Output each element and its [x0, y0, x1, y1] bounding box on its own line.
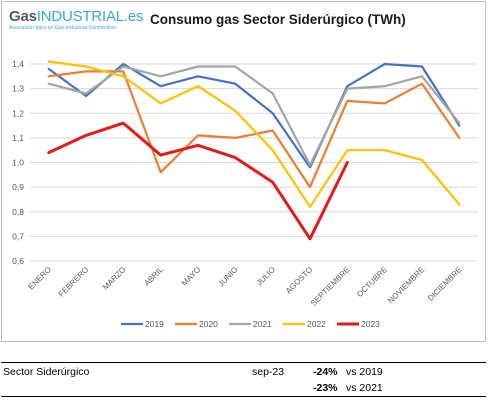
x-tick-labels: ENERO FEBRERO MARZO ABRIL MAYO JUNIO JULIO AGOS… — [27, 265, 464, 308]
x-tick-label: AGOSTO — [284, 265, 314, 295]
legend-label-2021: 2021 — [253, 319, 272, 329]
y-tick-labels: 0,6 0,7 0,8 0,9 1,0 1,1 1,2 1,3 1,4 — [12, 59, 24, 266]
x-tick-label: FEBRERO — [57, 265, 91, 299]
summary-sector: Sector Siderúrgico — [3, 366, 90, 378]
summary-row2-pct: -23% — [313, 382, 338, 394]
legend-label-2023: 2023 — [361, 319, 380, 329]
summary-period: sep-23 — [252, 366, 285, 378]
y-tick-label: 0,9 — [12, 182, 24, 192]
series-line-2019 — [47, 62, 461, 169]
chart-frame — [1, 1, 486, 342]
legend-label-2020: 2020 — [199, 319, 218, 329]
series-layer — [47, 60, 461, 241]
y-tick-label: 1,1 — [12, 133, 24, 143]
x-tick-label: OCTUBRE — [355, 265, 389, 299]
line-chart: 0,6 0,7 0,8 0,9 1,0 1,1 1,2 1,3 1,4 ENERO FEBRERO… — [12, 59, 478, 329]
x-tick-label: MAYO — [180, 265, 203, 288]
summary-row1-vs: vs 2019 — [346, 366, 383, 378]
summary-row1-pct: -24% — [313, 366, 338, 378]
logo-industrial: INDUSTRIAL.es — [36, 8, 144, 25]
logo: GasINDUSTRIAL.es Asociación para un Gas … — [9, 8, 144, 32]
x-tick-label: DICIEMBRE — [426, 265, 464, 303]
y-tick-label: 0,6 — [12, 256, 24, 266]
legend-label-2019: 2019 — [145, 319, 164, 329]
x-tick-label: JULIO — [255, 265, 277, 287]
series-line-2021 — [47, 65, 461, 167]
y-tick-label: 1,3 — [12, 84, 24, 94]
logo-tagline: Asociación para un Gas Industrial Compet… — [9, 25, 117, 31]
x-tick-label: MARZO — [101, 265, 128, 292]
series-line-2023 — [47, 121, 349, 241]
grid-layer — [30, 63, 478, 262]
x-tick-label: ENERO — [27, 265, 53, 291]
series-line-2022 — [47, 60, 461, 208]
logo-wordmark: GasINDUSTRIAL.es — [9, 8, 144, 25]
y-tick-label: 0,7 — [12, 231, 24, 241]
y-tick-label: 1,4 — [12, 59, 24, 69]
logo-gas: Gas — [9, 8, 37, 25]
y-tick-label: 0,8 — [12, 207, 24, 217]
x-tick-label: ABRIL — [142, 265, 165, 288]
legend-label-2022: 2022 — [307, 319, 326, 329]
chart-title: Consumo gas Sector Siderúrgico (TWh) — [150, 12, 406, 27]
legend: 2019 2020 2021 2022 2023 — [121, 319, 380, 329]
summary-row2-vs: vs 2021 — [346, 382, 383, 394]
y-tick-label: 1,0 — [12, 158, 24, 168]
x-tick-label: SEPTIEMBRE — [309, 265, 352, 308]
x-tick-label: NOVIEMBRE — [386, 265, 426, 305]
y-tick-label: 1,2 — [12, 108, 24, 118]
x-tick-label: JUNIO — [216, 265, 239, 288]
summary-table: Sector Siderúrgico sep-23 -24% vs 2019 -… — [1, 362, 486, 397]
